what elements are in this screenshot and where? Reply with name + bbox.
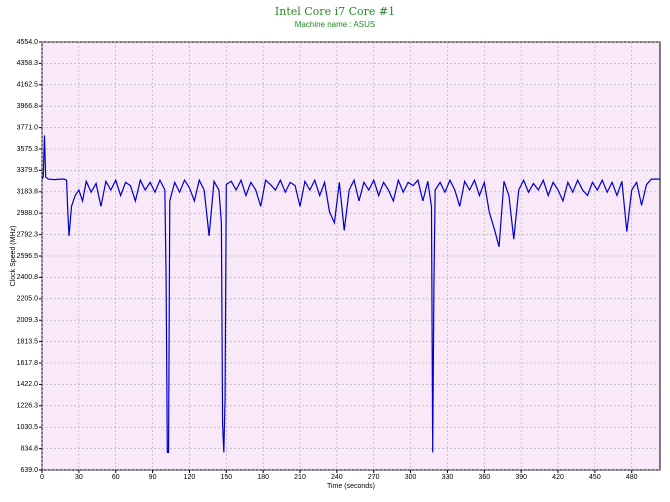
chart-title: Intel Core i7 Core #1 bbox=[275, 5, 395, 18]
y-tick-label: 4162.5 bbox=[17, 82, 39, 89]
y-tick-label: 2596.5 bbox=[17, 253, 39, 260]
y-tick-label: 3771.0 bbox=[17, 124, 39, 131]
x-tick-label: 150 bbox=[220, 474, 232, 481]
y-tick-label: 1617.8 bbox=[17, 360, 39, 367]
y-tick-label: 4554.0 bbox=[17, 39, 39, 46]
y-tick-label: 3183.8 bbox=[17, 189, 39, 196]
x-tick-label: 90 bbox=[149, 474, 157, 481]
y-tick-label: 3379.5 bbox=[17, 167, 39, 174]
y-tick-label: 3966.8 bbox=[17, 103, 39, 110]
x-tick-label: 60 bbox=[112, 474, 120, 481]
x-tick-label: 390 bbox=[515, 474, 527, 481]
x-tick-label: 300 bbox=[405, 474, 417, 481]
y-tick-label: 1030.5 bbox=[17, 424, 39, 431]
y-tick-label: 834.8 bbox=[20, 445, 38, 452]
x-tick-label: 270 bbox=[368, 474, 380, 481]
y-tick-label: 2205.0 bbox=[17, 296, 39, 303]
x-axis-label: Time (seconds) bbox=[327, 483, 375, 490]
x-tick-label: 30 bbox=[75, 474, 83, 481]
x-tick-label: 180 bbox=[257, 474, 269, 481]
x-tick-label: 210 bbox=[294, 474, 306, 481]
x-tick-label: 240 bbox=[331, 474, 343, 481]
y-tick-label: 1422.0 bbox=[17, 381, 39, 388]
x-tick-label: 0 bbox=[40, 474, 44, 481]
x-tick-label: 360 bbox=[478, 474, 490, 481]
y-tick-label: 2792.3 bbox=[17, 231, 39, 238]
x-tick-label: 480 bbox=[626, 474, 638, 481]
y-tick-label: 2009.3 bbox=[17, 317, 39, 324]
y-tick-label: 1226.3 bbox=[17, 403, 39, 410]
y-tick-label: 2988.0 bbox=[17, 210, 39, 217]
y-tick-label: 2400.8 bbox=[17, 274, 39, 281]
chart-subtitle: Machine name : ASUS bbox=[295, 20, 375, 29]
x-tick-label: 120 bbox=[184, 474, 196, 481]
x-tick-label: 450 bbox=[589, 474, 601, 481]
y-tick-label: 639.0 bbox=[20, 467, 38, 474]
y-axis-label: Clock Speed (MHz) bbox=[10, 226, 17, 287]
data-line bbox=[41, 135, 660, 453]
y-tick-label: 1813.5 bbox=[17, 338, 39, 345]
x-tick-label: 420 bbox=[552, 474, 564, 481]
x-tick-label: 330 bbox=[442, 474, 454, 481]
y-tick-label: 4358.3 bbox=[17, 60, 39, 67]
y-tick-label: 3575.3 bbox=[17, 146, 39, 153]
